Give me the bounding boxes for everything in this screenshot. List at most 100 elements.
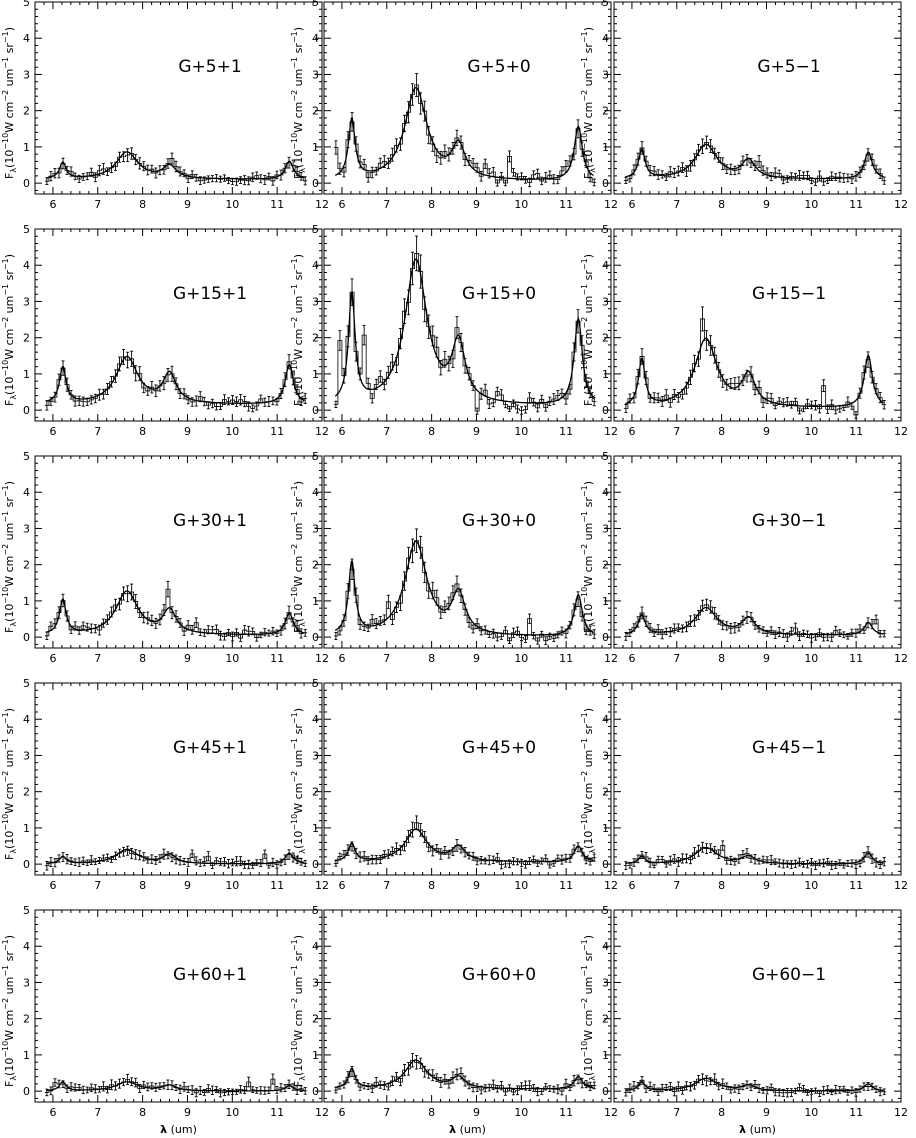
y-tick-label: 1: [602, 141, 609, 154]
x-tick-label: 11: [270, 879, 284, 892]
y-label-part: sr: [292, 43, 305, 57]
x-tick-label: 11: [559, 425, 573, 438]
y-label-part: (10: [292, 1058, 305, 1076]
plot-frame: [613, 682, 902, 876]
y-label-part: −2: [1, 998, 10, 1010]
y-label-part: −1: [580, 511, 589, 523]
y-tick-label: 4: [312, 713, 319, 726]
y-label-part: ): [582, 27, 595, 31]
y-label-part: um: [3, 69, 16, 90]
x-tick-label: 10: [804, 198, 818, 211]
y-label-part: (10: [582, 377, 595, 395]
panel-title: G+15−1: [752, 284, 826, 304]
y-label-part: −10: [580, 587, 589, 604]
y-label-part: −1: [580, 738, 589, 750]
y-tick-label: 3: [312, 295, 319, 308]
y-tick-label: 3: [312, 522, 319, 535]
x-tick-label: 8: [139, 1106, 146, 1119]
y-label-part: sr: [3, 43, 16, 57]
y-axis-label: Fλ(10−10W cm−2 um−1 sr−1): [580, 27, 597, 179]
y-axis-label: Fλ(10−10W cm−2 um−1 sr−1): [1, 935, 18, 1087]
y-label-part: W cm: [582, 783, 595, 814]
y-label-part: −2: [1, 317, 10, 329]
y-tick-label: 2: [23, 559, 30, 572]
y-label-part: λ: [588, 849, 597, 854]
x-tick-label: 10: [804, 652, 818, 665]
model-fit-line: [625, 143, 884, 180]
x-tick-label: 9: [473, 652, 480, 665]
y-label-part: W cm: [292, 1010, 305, 1041]
y-tick-label: 5: [23, 904, 30, 917]
y-label-part: −10: [1, 133, 10, 150]
x-tick-label: 10: [225, 425, 239, 438]
y-label-part: um: [582, 523, 595, 544]
y-tick-label: 5: [23, 223, 30, 236]
data-histogram: [333, 84, 597, 184]
y-tick-label: 0: [602, 1085, 609, 1098]
y-tick-label: 0: [602, 631, 609, 644]
x-tick-label: 10: [804, 879, 818, 892]
y-label-part: um: [292, 69, 305, 90]
y-tick-label: 2: [602, 105, 609, 118]
plot-frame: [613, 228, 902, 422]
y-tick-label: 2: [312, 332, 319, 345]
y-tick-label: 5: [312, 450, 319, 463]
y-tick-label: 5: [23, 677, 30, 690]
x-tick-label: 11: [559, 879, 573, 892]
plot-frame: [34, 909, 323, 1103]
y-axis-label: Fλ(10−10W cm−2 um−1 sr−1): [290, 935, 307, 1087]
y-label-part: −1: [290, 939, 299, 951]
model-fit-line: [335, 828, 594, 863]
x-tick-label: 11: [559, 652, 573, 665]
y-tick-label: 5: [23, 0, 30, 9]
x-tick-label: 9: [473, 425, 480, 438]
x-tick-label: 12: [315, 652, 329, 665]
y-label-part: −2: [1, 544, 10, 556]
y-label-part: sr: [292, 951, 305, 965]
y-label-part: −1: [290, 57, 299, 69]
x-tick-label: 9: [184, 1106, 191, 1119]
y-tick-label: 2: [312, 786, 319, 799]
y-label-part: −1: [290, 965, 299, 977]
y-tick-label: 1: [602, 822, 609, 835]
x-tick-label: 7: [673, 425, 680, 438]
y-label-part: F: [3, 400, 16, 406]
x-tick-label: 9: [763, 425, 770, 438]
x-tick-label: 10: [514, 198, 528, 211]
y-label-part: W cm: [3, 102, 16, 133]
y-tick-label: 5: [602, 904, 609, 917]
y-axis-label: Fλ(10−10W cm−2 um−1 sr−1): [580, 254, 597, 406]
y-tick-label: 2: [312, 105, 319, 118]
model-fit-line: [46, 848, 305, 865]
x-tick-label: 10: [225, 879, 239, 892]
x-tick-label: 12: [604, 652, 618, 665]
x-tick-label: 11: [849, 652, 863, 665]
y-label-part: sr: [3, 951, 16, 965]
panel-title: G+60+0: [462, 965, 536, 985]
x-tick-label: 6: [49, 425, 56, 438]
y-label-part: −10: [290, 587, 299, 604]
y-tick-label: 5: [602, 677, 609, 690]
y-label-part: −1: [1, 485, 10, 497]
x-tick-label: 7: [383, 652, 390, 665]
y-tick-label: 1: [23, 368, 30, 381]
y-label-part: −1: [580, 712, 589, 724]
x-tick-label: 7: [383, 1106, 390, 1119]
plot-frame: [34, 682, 323, 876]
panel-title: G+30−1: [752, 511, 826, 531]
y-label-part: F: [582, 400, 595, 406]
y-label-part: um: [3, 750, 16, 771]
y-label-part: −1: [290, 485, 299, 497]
x-tick-label: 12: [894, 1106, 908, 1119]
y-label-part: F: [292, 854, 305, 860]
y-label-part: −10: [580, 814, 589, 831]
y-tick-label: 3: [23, 976, 30, 989]
y-label-part: ): [3, 708, 16, 712]
x-tick-label: 11: [270, 652, 284, 665]
